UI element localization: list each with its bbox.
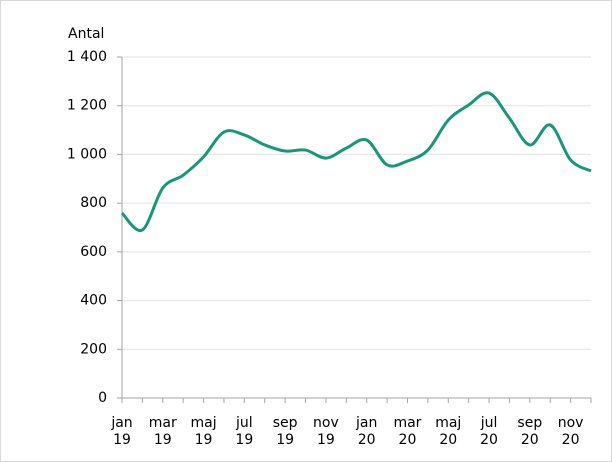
x-tick-label: mar 19 — [148, 415, 177, 448]
x-tick-label: maj 20 — [435, 415, 462, 448]
x-tick-label: jul 19 — [235, 415, 254, 448]
x-tick-label: jul 20 — [480, 415, 498, 448]
line — [120, 91, 592, 232]
y-tick-label: 1 400 — [67, 49, 107, 65]
y-tick-label: 400 — [80, 293, 107, 309]
x-tick-label: sep 19 — [272, 415, 298, 448]
x-tick-label: mar 20 — [393, 415, 422, 448]
y-tick-label: 0 — [98, 390, 107, 406]
y-axis-title: Antal — [68, 26, 104, 42]
y-tick-label: 1 000 — [67, 146, 107, 162]
x-tick-label: nov 20 — [557, 415, 584, 448]
x-tick-label: sep 20 — [517, 415, 543, 448]
y-tick-label: 200 — [80, 341, 107, 357]
x-tick-label: maj 19 — [190, 415, 217, 448]
y-tick-label: 800 — [80, 195, 107, 211]
y-tick-label: 1 200 — [67, 98, 107, 114]
x-tick-label: jan 20 — [356, 415, 378, 448]
y-tick-label: 600 — [80, 244, 107, 260]
x-tick-label: jan 19 — [111, 415, 133, 448]
x-tick-label: nov 19 — [313, 415, 339, 448]
